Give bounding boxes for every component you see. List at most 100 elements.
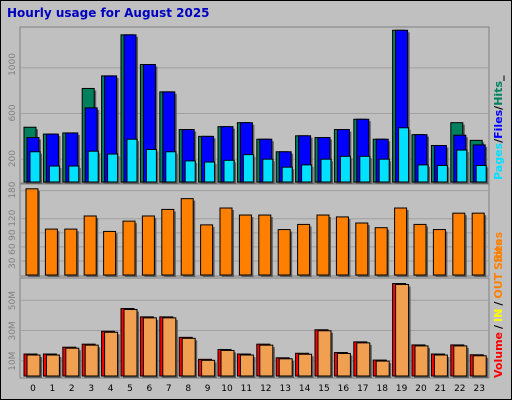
hour-label-21: 21 xyxy=(435,384,446,394)
in-bar-3 xyxy=(84,344,99,377)
hour-label-16: 16 xyxy=(338,384,350,394)
pages-bar-13 xyxy=(281,166,293,183)
hour-label-11: 11 xyxy=(241,384,252,394)
pages-bar-7 xyxy=(165,151,177,183)
y-tick-mid-0: 30 xyxy=(8,257,18,269)
hour-label-20: 20 xyxy=(415,384,427,394)
y-tick-mid-4: 180 xyxy=(8,181,18,198)
pages-bar-15 xyxy=(320,158,332,183)
volume-bars xyxy=(23,283,489,378)
in-bar-5 xyxy=(123,309,138,377)
legend-pages: Pages xyxy=(492,142,505,180)
in-bar-21 xyxy=(433,354,448,377)
pages-bar-17 xyxy=(359,155,371,183)
hour-label-7: 7 xyxy=(166,384,172,394)
sites-bar-1 xyxy=(44,228,58,276)
pages-bar-16 xyxy=(339,155,351,183)
sites-bar-19 xyxy=(394,207,408,276)
pages-bar-14 xyxy=(301,164,313,183)
hour-label-23: 23 xyxy=(473,384,484,394)
pages-bar-19 xyxy=(398,127,410,183)
legend-slash-4: / xyxy=(492,301,505,306)
pages-bar-5 xyxy=(126,138,138,183)
legend-top: Pages/Files/Hits_ xyxy=(492,75,505,180)
sites-bars xyxy=(25,188,487,277)
hour-label-22: 22 xyxy=(454,384,465,394)
sites-bar-10 xyxy=(219,207,233,276)
pages-bar-11 xyxy=(242,154,254,183)
sites-bar-13 xyxy=(277,229,291,276)
legend-sites-2: Sites xyxy=(492,231,505,262)
in-bar-12 xyxy=(259,344,274,377)
in-bar-1 xyxy=(45,354,60,377)
pages-bar-20 xyxy=(417,164,429,183)
legend-slash-3: / xyxy=(492,324,505,329)
in-bar-13 xyxy=(278,358,293,377)
pages-bar-1 xyxy=(48,165,60,183)
sites-bar-8 xyxy=(180,198,194,276)
hour-label-5: 5 xyxy=(127,384,133,394)
y-tick-mid-3: 120 xyxy=(8,209,18,226)
sites-bar-21 xyxy=(432,229,446,276)
hour-label-13: 13 xyxy=(279,384,290,394)
hour-labels: 0 1 2 3 4 5 6 7 8 9 10 11 12 13 14 15 16 17 18 19 20 21 22 23 xyxy=(30,384,485,394)
in-bar-19 xyxy=(395,284,410,377)
hour-label-8: 8 xyxy=(185,384,191,394)
hour-label-2: 2 xyxy=(69,384,75,394)
in-bar-10 xyxy=(220,349,235,377)
in-bar-11 xyxy=(239,354,254,377)
y-tick-top-1: 600 xyxy=(8,104,18,121)
pages-bar-18 xyxy=(378,158,390,183)
y-tick-bot-0: 10M xyxy=(8,352,18,371)
in-bar-17 xyxy=(356,342,371,377)
hour-label-9: 9 xyxy=(205,384,211,394)
y-tick-bot-2: 50M xyxy=(8,291,18,310)
y-tick-mid-1: 60 xyxy=(8,243,18,255)
y-tick-labels: 200 600 1000 30 60 90 120 180 10M 30M 50M xyxy=(8,53,18,371)
sites-bar-5 xyxy=(122,220,136,276)
pages-bar-23 xyxy=(475,164,487,183)
legend-hits: Hits xyxy=(492,81,505,106)
sites-bar-20 xyxy=(413,223,427,276)
y-tick-top-2: 1000 xyxy=(8,53,18,76)
in-bar-15 xyxy=(317,330,332,377)
sites-bar-9 xyxy=(200,224,214,276)
in-bar-22 xyxy=(453,345,468,377)
sites-bar-15 xyxy=(316,214,330,276)
sites-bar-12 xyxy=(258,214,272,276)
legend-volume: Volume xyxy=(492,332,505,378)
legend-underscore: _ xyxy=(492,75,505,81)
in-bar-4 xyxy=(104,331,119,377)
hour-label-12: 12 xyxy=(260,384,271,394)
sites-bar-14 xyxy=(297,223,311,276)
in-bar-18 xyxy=(375,360,390,377)
in-bar-14 xyxy=(298,353,313,377)
legend-out: OUT xyxy=(492,272,505,298)
sites-bar-23 xyxy=(471,212,485,276)
legend-sites: Sites xyxy=(492,239,505,270)
sites-bar-4 xyxy=(103,230,117,276)
in-bar-9 xyxy=(201,359,216,377)
sites-bar-7 xyxy=(161,208,175,276)
sites-bar-18 xyxy=(374,227,388,276)
pages-bar-12 xyxy=(262,158,274,183)
sites-bar-22 xyxy=(452,212,466,276)
hits-bars xyxy=(23,29,489,185)
hour-label-18: 18 xyxy=(376,384,388,394)
y-tick-top-0: 200 xyxy=(8,150,18,167)
hour-label-6: 6 xyxy=(147,384,153,394)
sites-bar-6 xyxy=(141,215,155,276)
sites-bar-16 xyxy=(335,216,349,276)
legend-slash-1: / xyxy=(492,138,505,143)
hour-label-3: 3 xyxy=(88,384,94,394)
hour-label-14: 14 xyxy=(299,384,311,394)
pages-bar-6 xyxy=(145,148,157,183)
hour-label-19: 19 xyxy=(396,384,408,394)
hour-label-1: 1 xyxy=(50,384,56,394)
pages-bar-8 xyxy=(184,160,196,183)
in-bar-7 xyxy=(162,317,177,377)
legend-slash-2: / xyxy=(492,105,505,110)
in-bar-8 xyxy=(181,337,196,377)
sites-bar-0 xyxy=(25,188,39,276)
sites-bar-11 xyxy=(238,214,252,276)
